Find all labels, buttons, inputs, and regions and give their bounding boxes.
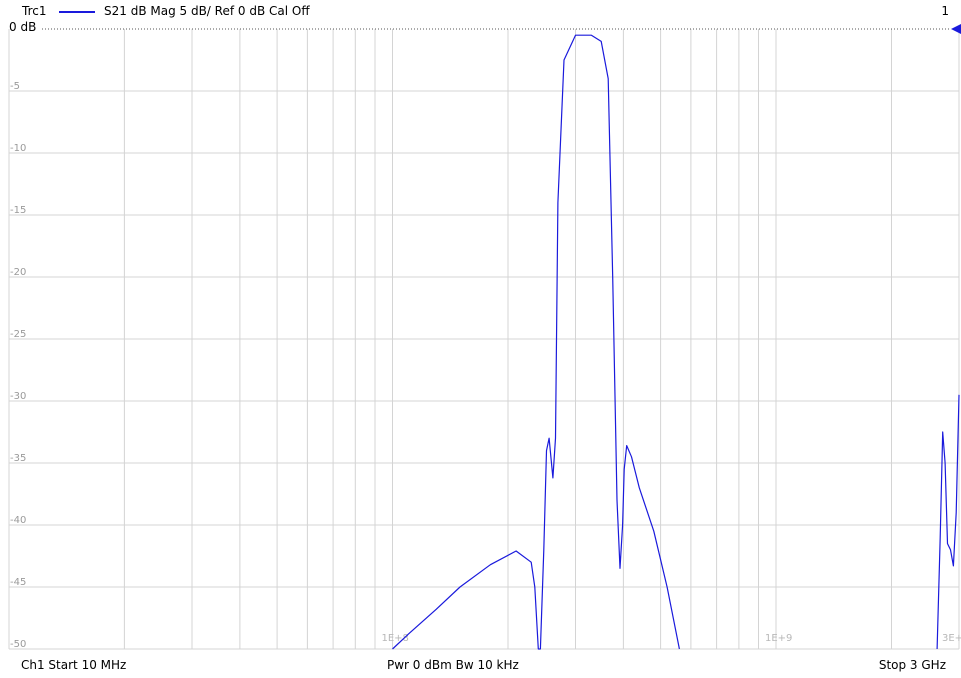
y-tick-label: -35 — [10, 453, 26, 464]
start-frequency[interactable]: Ch1 Start 10 MHz — [21, 658, 127, 672]
y-tick-label: -5 — [10, 81, 20, 92]
trace-header: Trc1 S21 dB Mag 5 dB/ Ref 0 dB Cal Off 1… — [0, 0, 961, 34]
trace-legend-line — [59, 11, 95, 13]
trace-layer — [392, 34, 960, 650]
y-tick-label: -30 — [10, 391, 26, 402]
trace-segment-1[interactable] — [392, 34, 680, 650]
y-tick-label: -15 — [10, 205, 26, 216]
y-tick-label: -25 — [10, 329, 26, 340]
y-tick-label: -50 — [10, 639, 26, 650]
reference-marker-icon[interactable] — [951, 24, 961, 34]
y-tick-label: -20 — [10, 267, 26, 278]
channel-number[interactable]: 1 — [941, 4, 949, 18]
y-tick-label: -45 — [10, 577, 26, 588]
y-tick-label: -40 — [10, 515, 26, 526]
grid — [8, 29, 960, 650]
x-tick-label: 3E+ — [942, 633, 961, 644]
power-bandwidth[interactable]: Pwr 0 dBm Bw 10 kHz — [387, 658, 519, 672]
x-tick-label: 1E+8 — [382, 633, 409, 644]
y-tick-label: -10 — [10, 143, 26, 154]
trace-segment-2[interactable] — [936, 394, 960, 650]
stop-frequency[interactable]: Stop 3 GHz — [878, 658, 946, 672]
trace-name-label[interactable]: Trc1 — [22, 4, 47, 18]
tick-labels: -5 -10 -15 -20 -25 -30 -35 -40 -45 -50 1E+8 1E+9 3E+ — [10, 81, 961, 650]
x-tick-label: 1E+9 — [765, 633, 792, 644]
reference-level-label: 0 dB — [9, 20, 37, 34]
trace-description[interactable]: S21 dB Mag 5 dB/ Ref 0 dB Cal Off — [104, 4, 310, 18]
